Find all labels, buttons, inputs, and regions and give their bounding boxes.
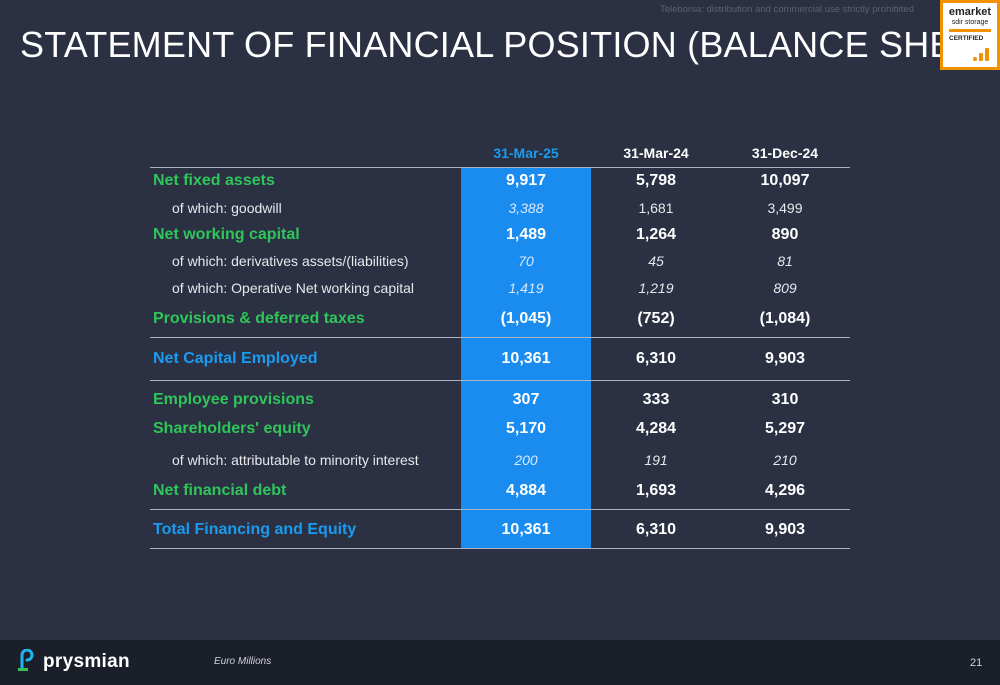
badge-line2: sdir storage xyxy=(951,19,989,26)
value-cell: 70 xyxy=(518,253,534,269)
value-cell: 1,219 xyxy=(638,280,674,296)
value-cell: 210 xyxy=(773,452,797,468)
row-label: of which: derivatives assets/(liabilitie… xyxy=(172,253,409,269)
value-cell: 10,361 xyxy=(501,521,551,538)
header-31-mar-24: 31-Mar-24 xyxy=(623,145,689,161)
table-row: of which: goodwill 3,388 1,681 3,499 xyxy=(150,197,850,219)
emarket-badge: emarket sdir storage CERTIFIED xyxy=(940,0,1000,70)
logo-text: prysmian xyxy=(43,651,130,672)
table-row: Net fixed assets 9,917 5,798 10,097 xyxy=(150,170,850,192)
badge-line3: CERTIFIED xyxy=(949,35,984,42)
table-rule xyxy=(150,548,850,549)
table-rule xyxy=(150,167,850,168)
value-cell: 200 xyxy=(514,452,538,468)
units-note: Euro Millions xyxy=(214,656,272,667)
value-cell: 307 xyxy=(512,391,540,408)
row-label: Shareholders' equity xyxy=(153,420,311,437)
table-rule xyxy=(150,509,850,510)
value-cell: 45 xyxy=(648,253,664,269)
badge-line1: emarket xyxy=(948,6,992,18)
page-number: 21 xyxy=(970,657,983,669)
table-row: Shareholders' equity 5,170 4,284 5,297 xyxy=(150,418,850,440)
row-label: Total Financing and Equity xyxy=(153,521,357,538)
value-cell: 890 xyxy=(771,226,799,243)
value-cell: 333 xyxy=(642,391,670,408)
value-cell: 3,388 xyxy=(508,200,544,216)
value-cell: 5,170 xyxy=(505,420,547,437)
badge-bars-icon xyxy=(973,47,993,61)
badge-divider xyxy=(949,29,991,32)
value-cell: 1,264 xyxy=(635,226,677,243)
value-cell: 81 xyxy=(777,253,793,269)
header-31-dec-24: 31-Dec-24 xyxy=(751,145,819,161)
value-cell: 10,361 xyxy=(501,350,551,367)
table-row: of which: derivatives assets/(liabilitie… xyxy=(150,250,850,272)
row-label: Provisions & deferred taxes xyxy=(153,310,365,327)
value-cell: 1,693 xyxy=(635,482,677,499)
value-cell: 4,884 xyxy=(505,482,547,499)
row-label: of which: goodwill xyxy=(172,200,282,216)
value-cell: 310 xyxy=(771,391,799,408)
value-cell: 5,798 xyxy=(635,172,677,189)
table-row: of which: attributable to minority inter… xyxy=(150,449,850,471)
value-cell: 10,097 xyxy=(760,172,810,189)
table-rule xyxy=(150,337,850,338)
row-label: Employee provisions xyxy=(153,391,314,408)
value-cell: 3,499 xyxy=(767,200,803,216)
value-cell: (1,045) xyxy=(500,310,552,327)
table-row: Net financial debt 4,884 1,693 4,296 xyxy=(150,480,850,502)
value-cell: 9,903 xyxy=(764,521,806,538)
table-row: Employee provisions 307 333 310 xyxy=(150,389,850,411)
value-cell: 6,310 xyxy=(635,521,677,538)
value-cell: 809 xyxy=(773,280,797,296)
value-cell: 4,296 xyxy=(764,482,806,499)
row-label: Net working capital xyxy=(153,226,300,243)
value-cell: 191 xyxy=(644,452,668,468)
value-cell: 9,917 xyxy=(505,172,547,189)
table-row: Provisions & deferred taxes (1,045) (752… xyxy=(150,308,850,330)
table-row: Net working capital 1,489 1,264 890 xyxy=(150,224,850,246)
watermark-text: Teleborsa: distribution and commercial u… xyxy=(660,4,914,15)
row-label: of which: Operative Net working capital xyxy=(172,280,414,296)
row-label: Net financial debt xyxy=(153,482,287,499)
value-cell: 4,284 xyxy=(635,420,677,437)
footer-bar: prysmian Euro Millions 21 xyxy=(0,640,1000,685)
value-cell: 9,903 xyxy=(764,350,806,367)
row-label: Net fixed assets xyxy=(153,172,275,189)
row-label: Net Capital Employed xyxy=(153,350,318,367)
header-31-mar-25: 31-Mar-25 xyxy=(493,145,559,161)
value-cell: 1,489 xyxy=(505,226,547,243)
table-rule xyxy=(150,380,850,381)
value-cell: (1,084) xyxy=(759,310,811,327)
row-label: of which: attributable to minority inter… xyxy=(172,452,419,468)
value-cell: 6,310 xyxy=(635,350,677,367)
value-cell: 1,419 xyxy=(508,280,544,296)
table-row: of which: Operative Net working capital … xyxy=(150,277,850,299)
table-row: Net Capital Employed 10,361 6,310 9,903 xyxy=(150,348,850,370)
table-row: Total Financing and Equity 10,361 6,310 … xyxy=(150,519,850,541)
value-cell: 5,297 xyxy=(764,420,806,437)
page-title: STATEMENT OF FINANCIAL POSITION (BALANCE… xyxy=(20,24,1000,65)
value-cell: (752) xyxy=(637,310,675,327)
value-cell: 1,681 xyxy=(638,200,674,216)
prysmian-mark-icon xyxy=(18,649,34,671)
highlight-column xyxy=(461,168,591,548)
